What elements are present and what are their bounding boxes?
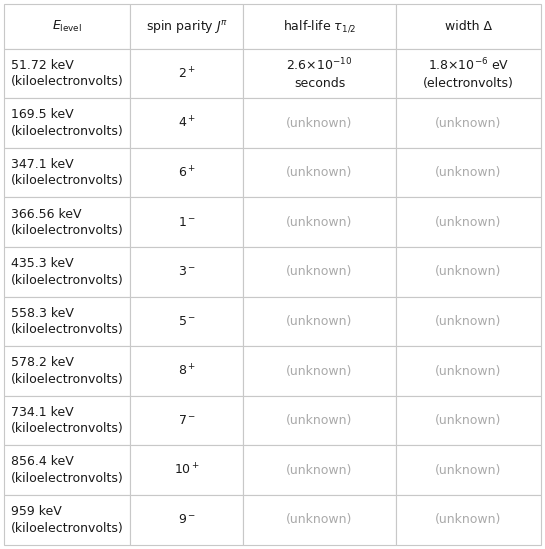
Text: 169.5 keV
(kiloelectronvolts): 169.5 keV (kiloelectronvolts) <box>11 108 124 138</box>
Bar <box>243 4 396 49</box>
Bar <box>4 49 130 98</box>
Text: 7$^-$: 7$^-$ <box>178 414 196 427</box>
Bar <box>396 346 541 396</box>
Text: (unknown): (unknown) <box>435 216 501 229</box>
Bar <box>243 49 396 98</box>
Bar <box>396 198 541 247</box>
Bar <box>130 396 243 445</box>
Bar <box>4 296 130 346</box>
Bar <box>396 247 541 296</box>
Text: 8$^+$: 8$^+$ <box>178 363 196 379</box>
Text: 10$^+$: 10$^+$ <box>174 463 200 478</box>
Bar <box>4 247 130 296</box>
Text: (unknown): (unknown) <box>435 365 501 378</box>
Text: (unknown): (unknown) <box>435 116 501 130</box>
Text: 959 keV
(kiloelectronvolts): 959 keV (kiloelectronvolts) <box>11 505 124 535</box>
Bar <box>4 495 130 545</box>
Text: 2$^+$: 2$^+$ <box>178 66 196 81</box>
Bar <box>396 98 541 148</box>
Bar <box>243 148 396 198</box>
Text: (unknown): (unknown) <box>286 365 353 378</box>
Text: 856.4 keV
(kiloelectronvolts): 856.4 keV (kiloelectronvolts) <box>11 456 124 485</box>
Bar <box>4 98 130 148</box>
Text: 734.1 keV
(kiloelectronvolts): 734.1 keV (kiloelectronvolts) <box>11 406 124 435</box>
Text: (unknown): (unknown) <box>286 315 353 328</box>
Text: 5$^-$: 5$^-$ <box>178 315 196 328</box>
Text: 2.6×10$^{-10}$
seconds: 2.6×10$^{-10}$ seconds <box>286 57 353 90</box>
Bar <box>4 4 130 49</box>
Text: (unknown): (unknown) <box>435 513 501 526</box>
Bar <box>4 148 130 198</box>
Text: (unknown): (unknown) <box>286 116 353 130</box>
Text: (unknown): (unknown) <box>435 464 501 477</box>
Text: 366.56 keV
(kiloelectronvolts): 366.56 keV (kiloelectronvolts) <box>11 208 124 237</box>
Text: 578.2 keV
(kiloelectronvolts): 578.2 keV (kiloelectronvolts) <box>11 356 124 386</box>
Bar <box>130 4 243 49</box>
Text: 435.3 keV
(kiloelectronvolts): 435.3 keV (kiloelectronvolts) <box>11 257 124 287</box>
Bar <box>243 346 396 396</box>
Text: 1$^-$: 1$^-$ <box>178 216 196 229</box>
Bar <box>243 495 396 545</box>
Bar <box>130 247 243 296</box>
Text: 9$^-$: 9$^-$ <box>178 513 196 526</box>
Bar <box>130 296 243 346</box>
Text: (unknown): (unknown) <box>435 265 501 278</box>
Text: (unknown): (unknown) <box>286 414 353 427</box>
Text: width Δ: width Δ <box>445 20 492 33</box>
Bar <box>243 296 396 346</box>
Text: (unknown): (unknown) <box>286 166 353 179</box>
Bar <box>396 4 541 49</box>
Bar <box>4 346 130 396</box>
Bar <box>396 296 541 346</box>
Text: (unknown): (unknown) <box>286 464 353 477</box>
Bar <box>130 148 243 198</box>
Bar <box>130 49 243 98</box>
Bar <box>243 247 396 296</box>
Bar <box>130 346 243 396</box>
Bar <box>396 49 541 98</box>
Text: 4$^+$: 4$^+$ <box>178 115 196 131</box>
Text: $E_{\rm level}$: $E_{\rm level}$ <box>52 19 82 34</box>
Text: (unknown): (unknown) <box>435 414 501 427</box>
Text: 6$^+$: 6$^+$ <box>178 165 196 180</box>
Text: 3$^-$: 3$^-$ <box>178 265 196 278</box>
Bar <box>396 495 541 545</box>
Bar <box>243 445 396 495</box>
Bar <box>130 495 243 545</box>
Bar <box>396 148 541 198</box>
Bar <box>4 396 130 445</box>
Text: half-life $\tau_{1/2}$: half-life $\tau_{1/2}$ <box>283 19 356 35</box>
Bar <box>243 198 396 247</box>
Bar <box>396 396 541 445</box>
Text: (unknown): (unknown) <box>435 166 501 179</box>
Bar <box>243 396 396 445</box>
Text: (unknown): (unknown) <box>435 315 501 328</box>
Text: (unknown): (unknown) <box>286 513 353 526</box>
Text: (unknown): (unknown) <box>286 216 353 229</box>
Bar <box>4 198 130 247</box>
Bar <box>130 198 243 247</box>
Text: 558.3 keV
(kiloelectronvolts): 558.3 keV (kiloelectronvolts) <box>11 307 124 336</box>
Bar <box>4 445 130 495</box>
Text: 1.8×10$^{-6}$ eV
(electronvolts): 1.8×10$^{-6}$ eV (electronvolts) <box>423 57 514 90</box>
Bar <box>130 98 243 148</box>
Text: 347.1 keV
(kiloelectronvolts): 347.1 keV (kiloelectronvolts) <box>11 158 124 187</box>
Text: 51.72 keV
(kiloelectronvolts): 51.72 keV (kiloelectronvolts) <box>11 59 124 88</box>
Bar <box>130 445 243 495</box>
Bar <box>243 98 396 148</box>
Text: spin parity $J^{\pi}$: spin parity $J^{\pi}$ <box>146 18 228 35</box>
Text: (unknown): (unknown) <box>286 265 353 278</box>
Bar <box>396 445 541 495</box>
